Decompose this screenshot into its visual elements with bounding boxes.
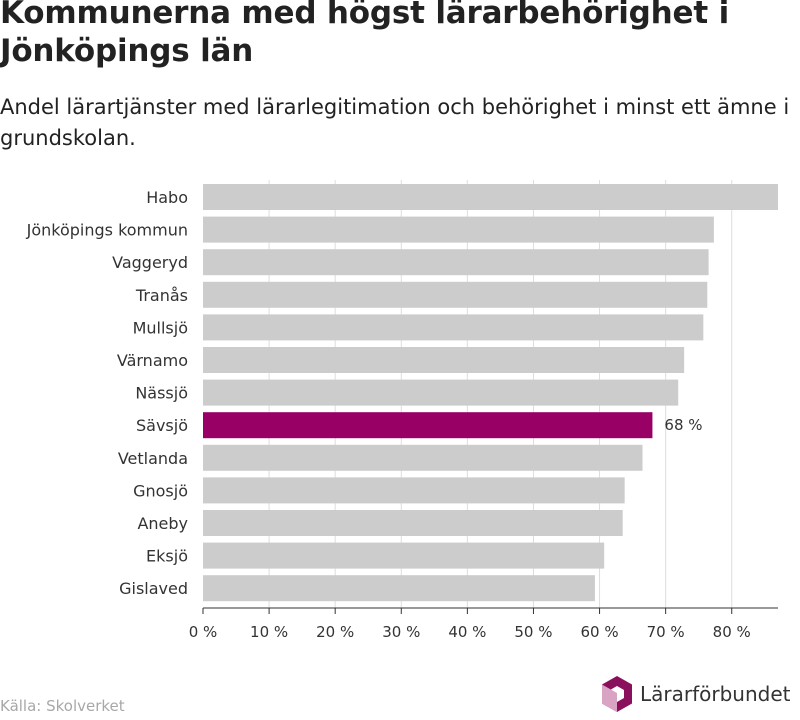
- bar: [203, 314, 704, 341]
- category-label: Eksjö: [146, 547, 188, 566]
- brand-name: Lärarförbundet: [640, 682, 791, 706]
- bar: [203, 184, 778, 210]
- category-label: Jönköpings kommun: [26, 221, 188, 240]
- x-tick-label: 0 %: [189, 623, 218, 641]
- x-tick-label: 40 %: [448, 623, 486, 641]
- data-label: 68 %: [664, 416, 702, 434]
- x-tick-label: 80 %: [713, 623, 751, 641]
- bar: [203, 575, 595, 602]
- bar: [203, 444, 643, 471]
- bar: [203, 542, 605, 569]
- bar-chart: Habo Jönköpings kommun Vaggeryd Tranås Mulls…: [26, 180, 778, 641]
- bar: [203, 379, 679, 406]
- category-label: Aneby: [137, 514, 188, 533]
- x-tick-label: 50 %: [514, 623, 552, 641]
- category-label: Vaggeryd: [112, 253, 188, 272]
- category-label: Mullsjö: [133, 318, 188, 337]
- category-label: Nässjö: [135, 384, 188, 403]
- bar: [203, 347, 685, 373]
- source-note: Källa: Skolverket: [0, 697, 125, 715]
- category-label: Sävsjö: [136, 416, 188, 435]
- bar: [203, 477, 625, 504]
- chart-title: Kommunerna med högst lärarbehörighet i J…: [0, 0, 729, 69]
- x-tick-label: 60 %: [580, 623, 618, 641]
- bar: [203, 281, 708, 308]
- category-label: Gnosjö: [133, 481, 188, 500]
- category-label: Värnamo: [117, 351, 188, 370]
- category-label: Gislaved: [119, 579, 188, 598]
- category-label: Habo: [146, 188, 188, 207]
- x-tick-label: 20 %: [316, 623, 354, 641]
- brand-logo: Lärarförbundet: [600, 675, 791, 713]
- x-tick-label: 70 %: [647, 623, 685, 641]
- category-label: Vetlanda: [118, 449, 188, 468]
- bar: [203, 510, 623, 536]
- bar: [203, 216, 714, 243]
- x-tick-label: 30 %: [382, 623, 420, 641]
- x-tick-label: 10 %: [250, 623, 288, 641]
- bar: [203, 412, 653, 439]
- hexagon-logo-icon: [602, 676, 632, 712]
- bar: [203, 249, 709, 276]
- chart-subtitle: Andel lärartjänster med lärarlegitimatio…: [0, 95, 790, 150]
- category-label: Tranås: [135, 286, 188, 305]
